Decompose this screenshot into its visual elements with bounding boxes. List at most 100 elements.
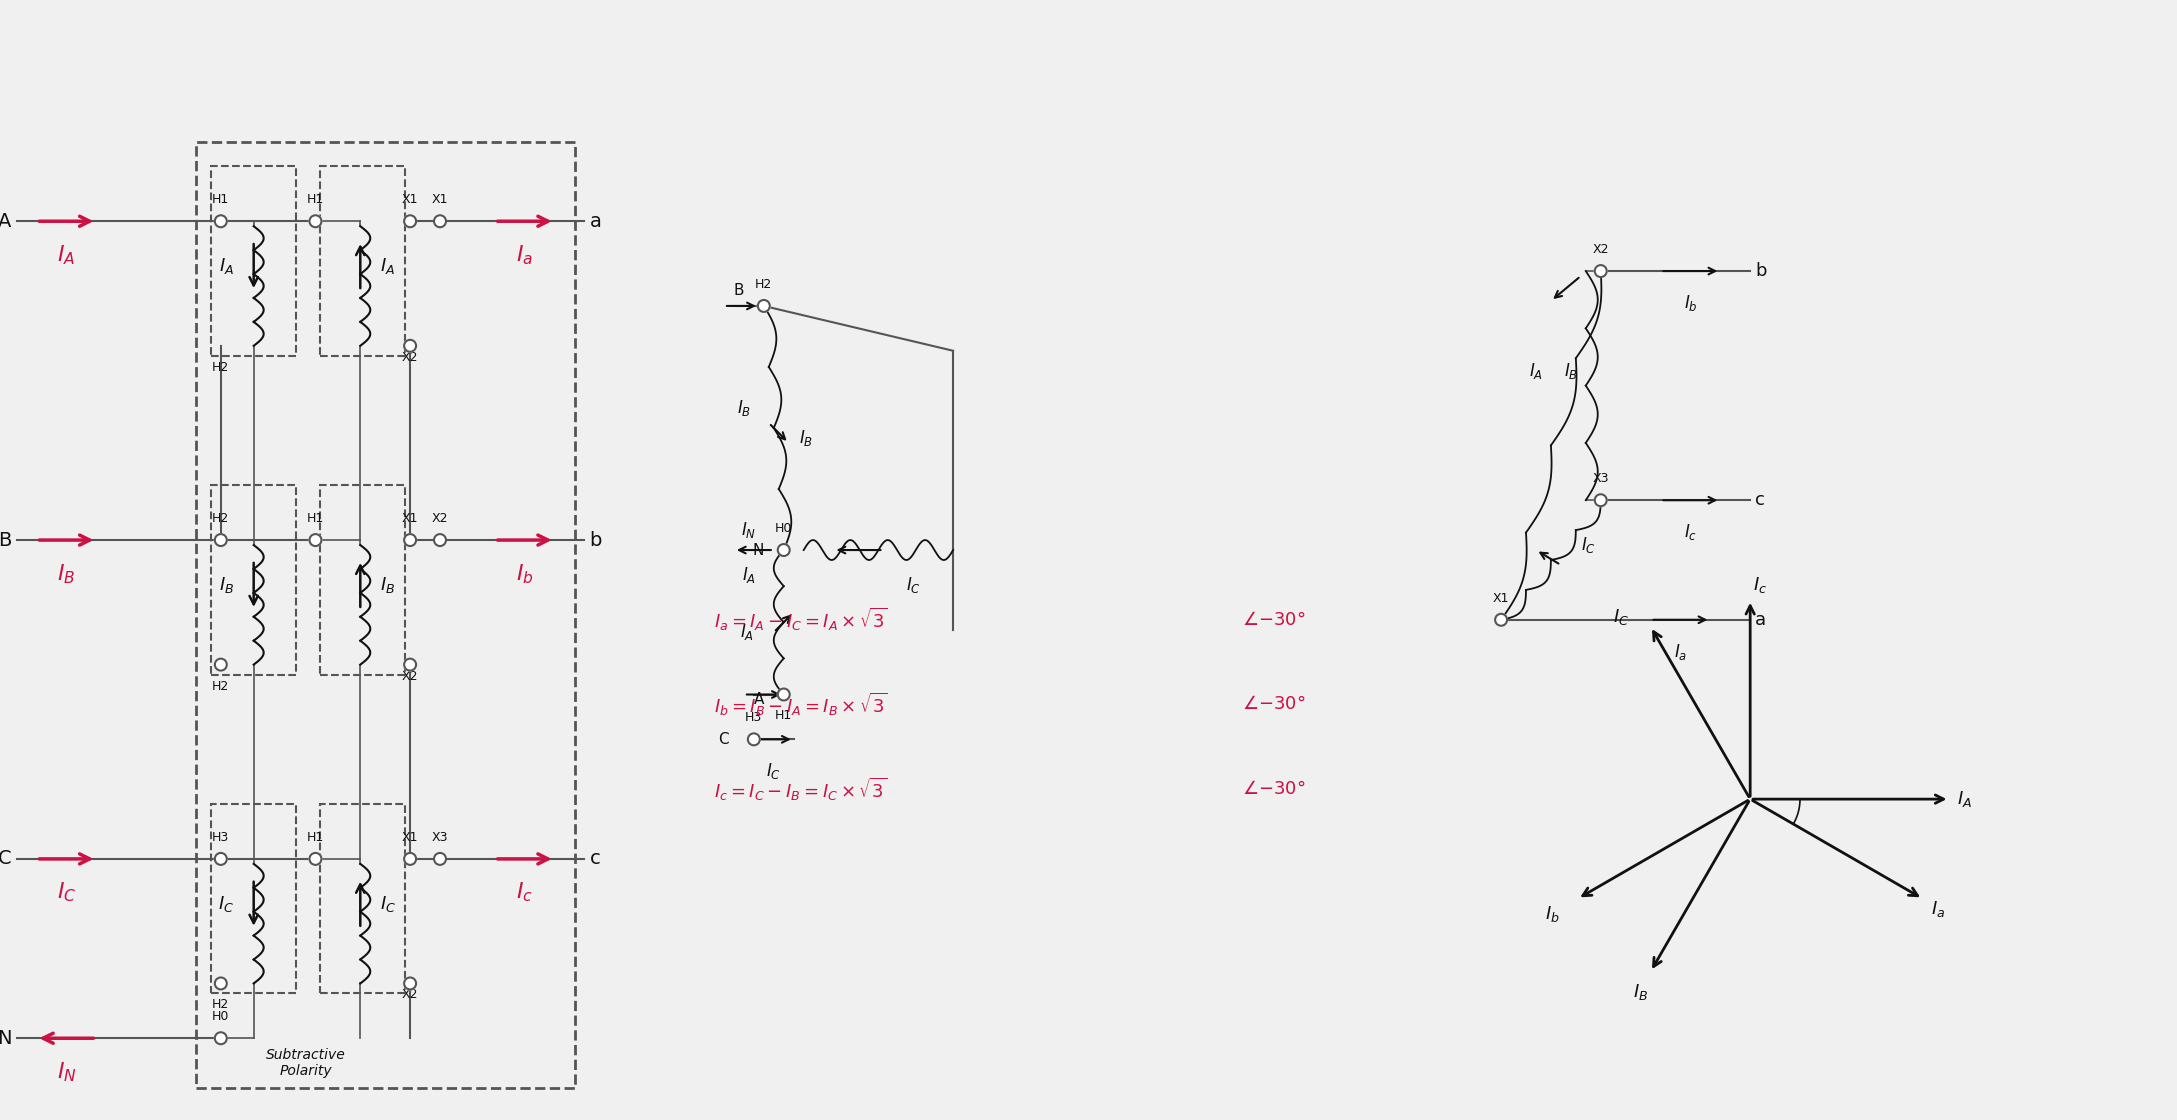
Circle shape [433, 215, 446, 227]
Circle shape [405, 853, 416, 865]
Text: $I_b$: $I_b$ [516, 562, 533, 586]
Text: $I_C$: $I_C$ [1613, 607, 1628, 626]
Text: H0: H0 [211, 1010, 229, 1024]
Text: $\angle{-30°}$: $\angle{-30°}$ [1243, 610, 1306, 628]
Circle shape [405, 659, 416, 671]
Text: $I_A$: $I_A$ [1957, 790, 1972, 809]
Text: $I_a$: $I_a$ [1931, 898, 1944, 918]
Text: $I_A$: $I_A$ [218, 256, 233, 277]
Text: $I_A$: $I_A$ [381, 256, 396, 277]
Text: H1: H1 [307, 512, 324, 525]
Circle shape [1496, 614, 1506, 626]
Circle shape [758, 300, 771, 311]
Circle shape [433, 853, 446, 865]
Circle shape [433, 534, 446, 547]
Text: $I_N$: $I_N$ [57, 1061, 76, 1084]
Text: b: b [1755, 262, 1768, 280]
Text: Subtractive
Polarity: Subtractive Polarity [266, 1048, 346, 1079]
Text: H2: H2 [211, 680, 229, 692]
Circle shape [749, 734, 760, 745]
Text: X2: X2 [1594, 243, 1609, 256]
Text: $I_C$: $I_C$ [381, 894, 396, 914]
Text: $I_b$: $I_b$ [1546, 904, 1561, 924]
Text: N: N [0, 1029, 11, 1047]
Text: H3: H3 [745, 711, 762, 725]
Text: $I_a$: $I_a$ [1674, 642, 1687, 662]
Text: $I_B$: $I_B$ [799, 428, 812, 448]
Circle shape [777, 689, 790, 700]
Circle shape [1596, 265, 1607, 277]
Text: H2: H2 [211, 361, 229, 374]
Text: X1: X1 [1493, 591, 1509, 605]
Text: H1: H1 [775, 709, 792, 722]
Text: X2: X2 [403, 670, 418, 682]
Circle shape [405, 215, 416, 227]
Text: H2: H2 [211, 998, 229, 1011]
Text: $I_B$: $I_B$ [1633, 981, 1648, 1001]
Text: X1: X1 [403, 194, 418, 206]
Circle shape [1596, 494, 1607, 506]
Text: $I_A$: $I_A$ [742, 564, 755, 585]
Text: $I_{B}$: $I_{B}$ [57, 562, 76, 586]
Text: $I_c$: $I_c$ [516, 880, 533, 905]
Text: $I_c$: $I_c$ [1683, 522, 1696, 542]
Text: H0: H0 [775, 522, 792, 535]
Text: $I_{C}$: $I_{C}$ [57, 880, 76, 905]
Text: C: C [0, 849, 11, 868]
Text: H1: H1 [307, 194, 324, 206]
Text: c: c [1755, 492, 1766, 510]
Text: $I_A$: $I_A$ [740, 623, 753, 642]
Text: X3: X3 [1594, 473, 1609, 485]
Text: $I_B$: $I_B$ [218, 575, 233, 595]
Text: H2: H2 [755, 278, 773, 291]
Text: H2: H2 [211, 512, 229, 525]
Text: a: a [590, 212, 601, 231]
Text: H3: H3 [211, 831, 229, 844]
Text: $\angle{-30°}$: $\angle{-30°}$ [1243, 781, 1306, 799]
Text: b: b [590, 531, 601, 550]
Circle shape [309, 534, 322, 547]
Circle shape [216, 659, 226, 671]
Text: A: A [0, 212, 11, 231]
Text: $\angle{-30°}$: $\angle{-30°}$ [1243, 696, 1306, 713]
Text: X2: X2 [403, 351, 418, 364]
Text: X1: X1 [403, 512, 418, 525]
Text: c: c [590, 849, 601, 868]
Circle shape [405, 339, 416, 352]
Text: $I_C$: $I_C$ [218, 894, 233, 914]
Text: X2: X2 [403, 989, 418, 1001]
Circle shape [405, 978, 416, 989]
Text: X1: X1 [403, 831, 418, 844]
Text: $I_{A}$: $I_{A}$ [57, 243, 76, 267]
Text: N: N [753, 542, 764, 558]
Text: $I_a$: $I_a$ [516, 243, 533, 267]
Text: H1: H1 [307, 831, 324, 844]
Circle shape [216, 978, 226, 989]
Circle shape [216, 1033, 226, 1044]
Text: $I_C$: $I_C$ [1581, 535, 1596, 556]
Text: $I_b$: $I_b$ [1683, 293, 1698, 312]
Text: $I_B$: $I_B$ [1563, 361, 1578, 381]
Circle shape [309, 853, 322, 865]
Circle shape [216, 853, 226, 865]
Text: C: C [718, 731, 729, 747]
Text: $I_B$: $I_B$ [381, 575, 396, 595]
Text: X3: X3 [431, 831, 448, 844]
Text: X1: X1 [431, 194, 448, 206]
Text: $I_a = I_A - I_C = I_A \times \sqrt{3}$: $I_a = I_A - I_C = I_A \times \sqrt{3}$ [714, 606, 888, 633]
Text: B: B [734, 283, 745, 299]
Circle shape [405, 534, 416, 547]
Text: $I_C$: $I_C$ [906, 575, 921, 595]
Text: X2: X2 [431, 512, 448, 525]
Text: $I_N$: $I_N$ [740, 520, 758, 540]
Circle shape [216, 215, 226, 227]
Text: A: A [753, 692, 764, 707]
Circle shape [309, 215, 322, 227]
Circle shape [777, 544, 790, 556]
Text: $I_b = I_B - I_A = I_B \times \sqrt{3}$: $I_b = I_B - I_A = I_B \times \sqrt{3}$ [714, 691, 888, 718]
Text: $I_C$: $I_C$ [766, 762, 782, 782]
Text: a: a [1755, 610, 1766, 628]
Text: $I_c$: $I_c$ [1752, 575, 1768, 595]
Text: H1: H1 [211, 194, 229, 206]
Text: B: B [0, 531, 11, 550]
